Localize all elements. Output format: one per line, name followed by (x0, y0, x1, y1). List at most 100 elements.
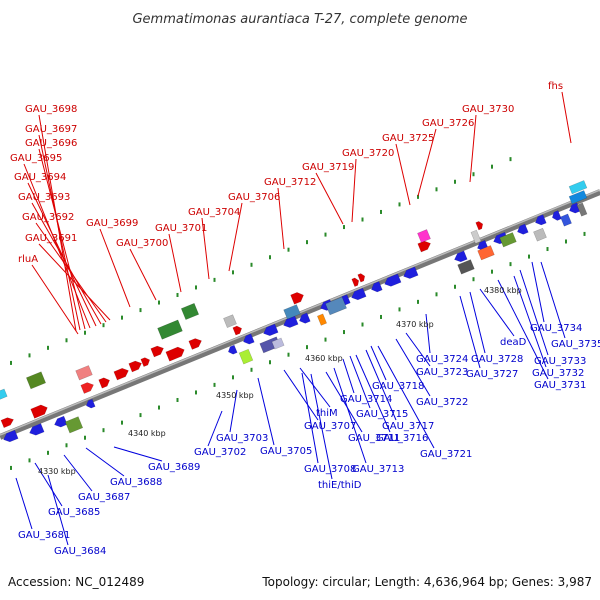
gene-glyph (243, 333, 255, 345)
gene-label-reverse: GAU_3734 (530, 323, 582, 334)
leader-line (201, 217, 210, 280)
gene-glyph (477, 245, 495, 261)
track-tick (121, 315, 123, 320)
track-tick (176, 292, 179, 297)
gene-glyph (403, 266, 419, 279)
gene-label-reverse: GAU_3705 (260, 446, 312, 457)
forward-track-ticks (10, 157, 512, 365)
track-tick (250, 367, 253, 372)
gene-glyph (533, 227, 547, 242)
gene-glyph (517, 223, 529, 235)
leader-line (310, 373, 333, 480)
leader-line (301, 372, 319, 464)
gene-glyph (150, 345, 164, 358)
leader-line (333, 367, 367, 464)
gene-label-forward: GAU_3720 (342, 148, 394, 159)
track-tick (509, 262, 512, 267)
leader-line (342, 358, 355, 394)
track-tick (176, 397, 179, 402)
gene-glyph (98, 377, 110, 389)
track-tick (565, 239, 567, 244)
track-tick (250, 262, 253, 267)
leader-line (35, 222, 107, 323)
gene-glyph (238, 348, 254, 365)
gene-label-reverse: GAU_3731 (534, 380, 586, 391)
gene-label-reverse: GAU_3711 (348, 433, 400, 444)
scale-label: 4340 kbp (128, 429, 166, 438)
gene-glyph (357, 273, 366, 283)
gene-glyph (568, 190, 588, 205)
gene-label-reverse: GAU_3735 (551, 339, 600, 350)
reverse-track-ticks (10, 231, 586, 470)
scale-label: 4370 kbp (396, 320, 434, 329)
leader-line (540, 261, 566, 339)
gene-label-reverse: GAU_3702 (194, 447, 246, 458)
track-tick (47, 450, 49, 455)
leader-line (355, 354, 391, 433)
gene-glyph (499, 232, 517, 248)
gene-glyph (54, 415, 68, 428)
gene-glyph (113, 368, 129, 381)
track-tick (213, 277, 216, 282)
track-tick (454, 179, 456, 184)
gene-glyph (351, 277, 360, 287)
track-tick (102, 428, 105, 433)
track-tick (65, 443, 68, 448)
track-tick (435, 187, 438, 192)
gene-label-forward: GAU_3696 (25, 138, 77, 149)
gene-glyph (283, 304, 301, 320)
track-tick (28, 458, 31, 463)
track-tick (232, 375, 234, 380)
gene-glyph (64, 416, 84, 434)
gene-label-reverse: GAU_3689 (148, 462, 200, 473)
leader-line (257, 377, 275, 446)
leader-line (113, 446, 163, 462)
gene-glyph (165, 346, 185, 362)
track-tick (435, 292, 438, 297)
leader-line (561, 91, 572, 144)
gene-glyph (271, 337, 285, 350)
leader-line (377, 345, 435, 449)
track-tick (158, 300, 160, 305)
gene-label-reverse: thiM (316, 408, 338, 419)
track-tick (269, 360, 271, 365)
gene-glyph (0, 388, 8, 400)
gene-label-reverse: GAU_3733 (534, 356, 586, 367)
gene-label-forward: GAU_3691 (25, 233, 77, 244)
scale-label: 4360 kbp (305, 354, 343, 363)
leader-line (513, 275, 547, 368)
track-tick (583, 231, 586, 236)
gene-glyph (351, 287, 367, 301)
gene-glyph (568, 180, 588, 195)
leader-line (277, 187, 285, 250)
track-tick (47, 345, 49, 350)
gene-glyph (223, 314, 237, 329)
leader-line (469, 291, 486, 354)
track-tick (139, 308, 142, 313)
leader-line (228, 202, 243, 272)
leader-line (229, 389, 238, 433)
gene-glyph (475, 221, 484, 231)
gene-glyph (325, 296, 347, 316)
track-tick (343, 330, 345, 335)
gene-label-reverse: GAU_3732 (532, 368, 584, 379)
leader-line (47, 474, 69, 546)
leader-line (497, 279, 549, 380)
gene-label-forward: GAU_3706 (228, 192, 280, 203)
gene-label-forward: GAU_3726 (422, 118, 474, 129)
gene-glyph (457, 259, 475, 275)
gene-label-forward: GAU_3697 (25, 124, 77, 135)
track-tick (287, 247, 290, 252)
track-tick (306, 345, 308, 350)
leader-line (325, 371, 363, 433)
gene-label-forward: GAU_3694 (14, 172, 66, 183)
gene-glyph (85, 398, 96, 409)
track-tick (324, 232, 327, 237)
track-tick (491, 164, 493, 169)
leader-line (31, 202, 102, 325)
gene-glyph (299, 312, 311, 324)
gene-features (0, 180, 588, 443)
gene-label-reverse: GAU_3715 (356, 409, 408, 420)
accession-text: Accession: NC_012489 (8, 575, 144, 589)
leader-line (299, 367, 331, 408)
